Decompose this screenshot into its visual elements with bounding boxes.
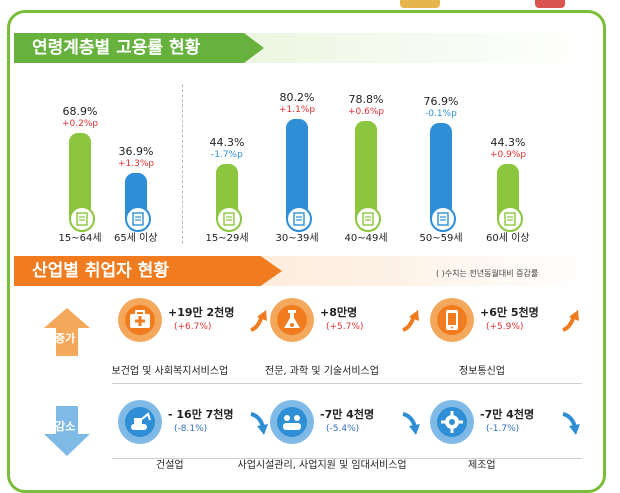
age-section-title: 연령계층별 고용률 현황 — [14, 33, 264, 63]
document-chart-icon — [125, 206, 151, 232]
value-label: 44.3% — [209, 135, 245, 149]
increase-arrow-icon — [44, 308, 90, 356]
industry-icon-ring — [270, 400, 314, 444]
document-chart-icon — [430, 206, 456, 232]
bar — [286, 119, 308, 219]
first-aid-kit-icon — [125, 305, 155, 335]
value-label: 44.3% — [490, 135, 526, 149]
trend-up-arrow-icon — [402, 310, 419, 332]
change-label: -0.1%p — [425, 109, 457, 120]
industry-rate: (-5.4%) — [326, 424, 360, 434]
smartphone-icon — [437, 305, 467, 335]
industry-icon-ring — [430, 400, 474, 444]
category-label: 40~49세 — [344, 233, 388, 244]
industry-value: - 16만 7천명 — [168, 408, 234, 421]
bar — [497, 163, 519, 219]
bar — [69, 133, 91, 219]
industry-icon-ring — [118, 298, 162, 342]
trend-down-arrow-icon — [562, 412, 580, 435]
document-chart-icon — [216, 206, 242, 232]
industry-rate: (+5.7%) — [326, 322, 364, 332]
value-label: 36.9% — [118, 144, 154, 158]
industry-label: 사업시설관리, 사업지원 및 임대서비스업 — [237, 460, 407, 471]
trend-up-arrow-icon — [562, 310, 579, 332]
value-label: 78.8% — [348, 92, 384, 106]
section-baseline — [112, 383, 582, 384]
category-label: 15~64세 — [58, 233, 102, 244]
document-chart-icon — [355, 206, 381, 232]
industry-label: 보건업 및 사회복지서비스업 — [111, 366, 229, 377]
increase-label: 증가 — [55, 332, 76, 345]
industry-label: 제조업 — [468, 460, 496, 471]
flask-icon — [277, 305, 307, 335]
decrease-label: 감소 — [55, 420, 76, 433]
document-chart-icon — [69, 206, 95, 232]
top-decoration-right — [535, 0, 565, 8]
value-label: 76.9% — [423, 95, 459, 109]
industry-rate: (-8.1%) — [174, 424, 208, 434]
decrease-arrow-icon — [44, 406, 90, 456]
category-label: 15~29세 — [205, 233, 249, 244]
category-label: 50~59세 — [419, 233, 463, 244]
industry-label: 정보통신업 — [459, 366, 505, 377]
facility-support-icon — [277, 407, 307, 437]
section-baseline — [112, 458, 582, 459]
industry-value: -7만 4천명 — [480, 408, 535, 421]
industry-rate: (-1.7%) — [486, 424, 520, 434]
trend-down-arrow-icon — [402, 412, 420, 435]
industry-rate: (+5.9%) — [486, 322, 524, 332]
bar — [216, 163, 238, 219]
document-chart-icon — [286, 206, 312, 232]
industry-value: +6만 5천명 — [480, 306, 539, 319]
category-label: 30~39세 — [275, 233, 319, 244]
industry-value: -7만 4천명 — [320, 408, 375, 421]
trend-down-arrow-icon — [250, 412, 268, 435]
change-label: -1.7%p — [211, 149, 243, 160]
industry-icon-ring — [430, 298, 474, 342]
industry-value: +8만명 — [320, 306, 358, 319]
change-label: +0.9%p — [490, 149, 527, 160]
industry-value: +19만 2천명 — [168, 306, 235, 319]
bar — [355, 120, 377, 219]
bar — [430, 123, 452, 219]
industry-icon-ring — [270, 298, 314, 342]
gears-icon — [437, 407, 467, 437]
change-label: +0.6%p — [348, 106, 385, 117]
industry-note: ( )수치는 전년동월대비 증감률 — [436, 269, 539, 278]
industry-section-title: 산업별 취업자 현황 — [14, 256, 282, 286]
change-label: +0.2%p — [62, 119, 99, 130]
value-label: 68.9% — [62, 105, 98, 119]
excavator-icon — [125, 407, 155, 437]
industry-label: 건설업 — [156, 460, 184, 471]
trend-up-arrow-icon — [250, 310, 267, 332]
industry-icon-ring — [118, 400, 162, 444]
document-chart-icon — [497, 206, 523, 232]
change-label: +1.3%p — [118, 158, 155, 169]
chart-divider — [182, 84, 183, 244]
industry-label: 전문, 과학 및 기술서비스업 — [265, 366, 379, 377]
category-label: 65세 이상 — [114, 233, 158, 244]
industry-rate: (+6.7%) — [174, 322, 212, 332]
change-label: +1.1%p — [279, 105, 316, 115]
value-label: 80.2% — [279, 91, 315, 104]
top-decoration-left — [400, 0, 440, 8]
category-label: 60세 이상 — [486, 233, 530, 244]
